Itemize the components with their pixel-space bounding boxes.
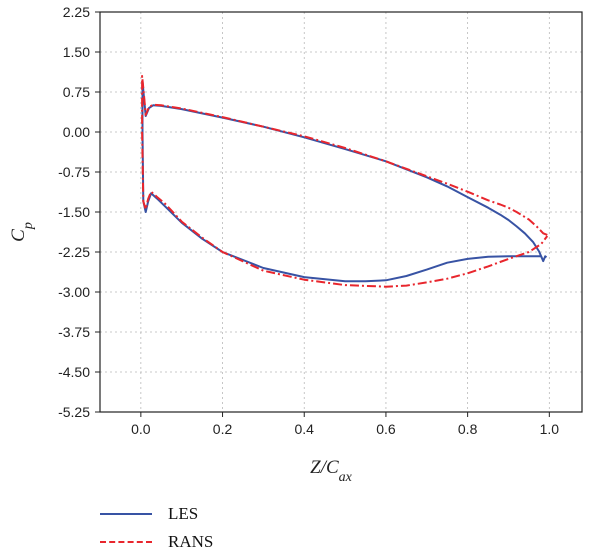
y-tick-label: -5.25 [58,404,90,420]
legend-label-les: LES [168,504,199,523]
series-line-les [141,80,548,283]
x-tick-label: 0.0 [131,421,151,437]
legend: LES RANS [100,500,213,556]
legend-swatch-rans [100,541,152,543]
x-axis-ticks: 0.0 0.2 0.4 0.6 0.8 1.0 [131,412,559,437]
y-axis-ticks: 2.25 1.50 0.75 0.00 -0.75 -1.50 -2.25 -3.00 -3.7… [58,4,100,420]
x-tick-label: 0.2 [213,421,233,437]
x-axis-label: Z/Cax [310,457,353,485]
y-tick-label: -3.00 [58,284,90,300]
series-lines [141,75,549,288]
gridlines [100,12,582,412]
y-tick-label: -4.50 [58,364,90,380]
legend-item-les: LES [100,500,213,528]
x-tick-label: 0.4 [295,421,315,437]
y-tick-label: -0.75 [58,164,90,180]
x-tick-label: 0.6 [376,421,396,437]
y-axis-label: Cp [8,222,36,242]
cp-distribution-chart: 0.0 0.2 0.4 0.6 0.8 1.0 2.25 1.50 0.75 0.00 -0.75… [8,4,583,485]
y-tick-label: 2.25 [63,4,90,20]
y-tick-label: 1.50 [63,44,90,60]
legend-item-rans: RANS [100,528,213,556]
legend-swatch-les [100,513,152,515]
y-tick-label: -1.50 [58,204,90,220]
y-tick-label: 0.00 [63,124,90,140]
x-tick-label: 1.0 [540,421,560,437]
y-tick-label: 0.75 [63,84,90,100]
y-tick-label: -2.25 [58,244,90,260]
series-line-rans [141,75,549,288]
y-tick-label: -3.75 [58,324,90,340]
legend-label-rans: RANS [168,532,214,551]
x-tick-label: 0.8 [458,421,478,437]
